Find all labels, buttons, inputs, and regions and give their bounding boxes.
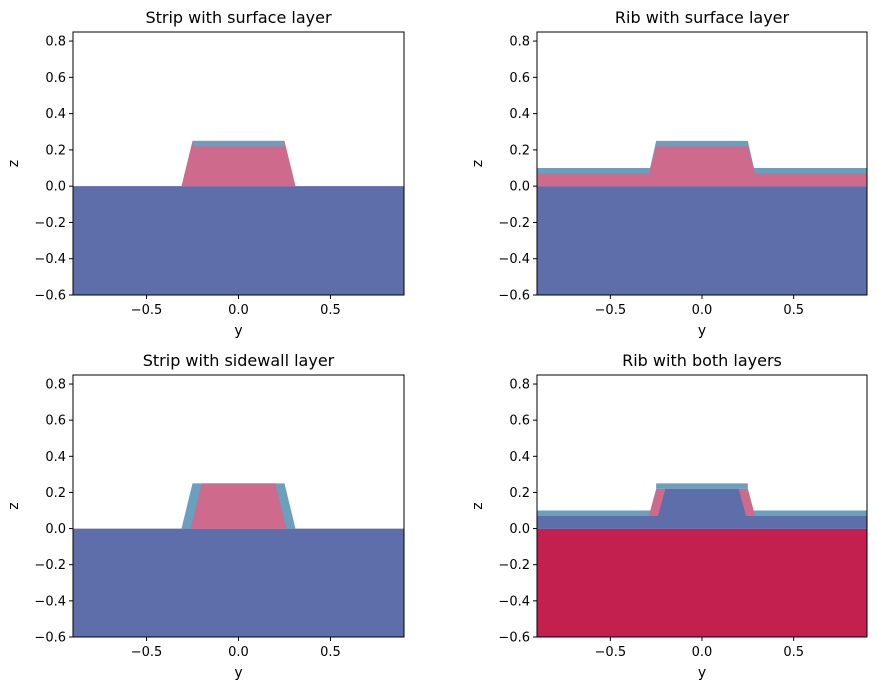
region-substrate [73, 528, 404, 637]
x-tick-label: 0.5 [783, 303, 804, 318]
region-substrate [537, 186, 867, 295]
x-axis-label: y [698, 323, 706, 339]
subplot-1: −0.5 0.0 0.5 −0.6 −0.4 −0.2 0.0 0.2 0.4 0.6 0.8 y z S… [6, 8, 405, 339]
y-tick-label: 0.4 [509, 107, 530, 122]
region-rib-core [658, 488, 746, 516]
x-tick-label: −0.5 [131, 645, 163, 660]
subplot-title: Strip with sidewall layer [143, 351, 335, 370]
y-tick-label: 0.8 [45, 35, 66, 50]
region-rib-top-layer [656, 483, 748, 489]
y-tick-label: 0.8 [45, 378, 66, 393]
y-tick-label: −0.6 [34, 289, 66, 304]
subplot-4: −0.5 0.0 0.5 −0.6 −0.4 −0.2 0.0 0.2 0.4 0.6 0.8 y z R… [470, 351, 868, 681]
x-tick-label: 0.5 [320, 645, 341, 660]
y-tick-label: 0.0 [45, 522, 66, 537]
region-slab-core [537, 173, 867, 187]
y-tick-label: 0.4 [45, 107, 66, 122]
y-axis-label: z [6, 502, 22, 509]
y-tick-label: −0.6 [34, 631, 66, 646]
region-surface-layer [192, 140, 285, 147]
y-tick-label: 0.2 [45, 486, 66, 501]
x-tick-label: −0.5 [131, 303, 163, 318]
subplot-title: Rib with both layers [622, 351, 782, 370]
region-rib-core [648, 146, 756, 174]
y-tick-label: 0.6 [45, 71, 66, 86]
y-tick-label: −0.4 [498, 594, 530, 609]
x-tick-label: 0.0 [228, 303, 249, 318]
y-tick-label: 0.4 [509, 450, 530, 465]
y-tick-label: 0.2 [45, 143, 66, 158]
y-tick-label: 0.0 [509, 180, 530, 195]
y-tick-label: −0.4 [34, 594, 66, 609]
y-tick-label: −0.2 [498, 216, 530, 231]
y-tick-label: −0.2 [34, 216, 66, 231]
subplot-3: −0.5 0.0 0.5 −0.6 −0.4 −0.2 0.0 0.2 0.4 0.6 0.8 y z S… [6, 351, 405, 681]
x-axis-label: y [234, 323, 242, 339]
region-core [190, 483, 287, 529]
y-axis-label: z [470, 160, 486, 167]
y-tick-label: 0.0 [45, 180, 66, 195]
y-tick-label: 0.8 [509, 378, 530, 393]
y-tick-label: 0.6 [509, 71, 530, 86]
y-tick-label: −0.6 [498, 631, 530, 646]
region-slab-core [537, 515, 867, 529]
region-core [181, 140, 296, 187]
y-tick-label: 0.8 [509, 35, 530, 50]
x-tick-label: 0.0 [692, 645, 713, 660]
x-tick-label: −0.5 [595, 303, 627, 318]
subplot-2: −0.5 0.0 0.5 −0.6 −0.4 −0.2 0.0 0.2 0.4 0.6 0.8 y z R… [470, 8, 868, 339]
y-tick-label: 0.0 [509, 522, 530, 537]
y-tick-label: 0.6 [45, 414, 66, 429]
y-tick-label: −0.2 [498, 558, 530, 573]
subplot-title: Rib with surface layer [615, 8, 790, 27]
y-tick-label: −0.6 [498, 289, 530, 304]
x-tick-label: 0.0 [692, 303, 713, 318]
region-substrate [537, 528, 867, 637]
y-tick-label: 0.4 [45, 450, 66, 465]
y-tick-label: 0.2 [509, 143, 530, 158]
x-tick-label: −0.5 [595, 645, 627, 660]
y-tick-label: −0.4 [34, 252, 66, 267]
x-axis-label: y [234, 665, 242, 681]
region-substrate [73, 186, 404, 295]
x-tick-label: 0.5 [320, 303, 341, 318]
y-tick-label: 0.2 [509, 486, 530, 501]
y-tick-label: 0.6 [509, 414, 530, 429]
x-tick-label: 0.5 [783, 645, 804, 660]
x-axis-label: y [698, 665, 706, 681]
subplot-title: Strip with surface layer [145, 8, 332, 27]
x-tick-label: 0.0 [228, 645, 249, 660]
y-tick-label: −0.4 [498, 252, 530, 267]
y-tick-label: −0.2 [34, 558, 66, 573]
y-axis-label: z [6, 160, 22, 167]
y-axis-label: z [470, 502, 486, 509]
